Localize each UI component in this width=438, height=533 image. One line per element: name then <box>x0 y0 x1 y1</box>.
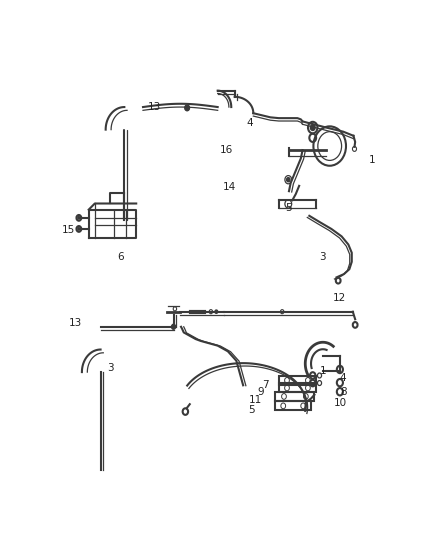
Circle shape <box>185 105 190 111</box>
Text: 11: 11 <box>248 394 261 405</box>
Text: 1: 1 <box>320 366 326 376</box>
Text: 5: 5 <box>286 203 292 213</box>
Text: 7: 7 <box>262 380 268 390</box>
Circle shape <box>78 228 80 230</box>
Text: 8: 8 <box>340 387 346 397</box>
Text: 13: 13 <box>148 102 162 112</box>
Bar <box>279 383 316 392</box>
Text: 6: 6 <box>118 252 124 262</box>
Text: 3: 3 <box>320 252 326 262</box>
Text: 13: 13 <box>68 318 82 327</box>
Text: 15: 15 <box>62 225 75 235</box>
Text: 3: 3 <box>107 362 114 373</box>
Text: 16: 16 <box>219 145 233 155</box>
Bar <box>276 392 314 401</box>
Circle shape <box>286 177 290 182</box>
Text: 5: 5 <box>248 405 255 415</box>
Circle shape <box>311 125 315 131</box>
Circle shape <box>215 310 218 313</box>
Text: 10: 10 <box>333 398 346 408</box>
Text: 12: 12 <box>333 293 346 303</box>
Text: 1: 1 <box>369 156 375 165</box>
Bar <box>279 376 316 385</box>
Text: 14: 14 <box>223 182 236 192</box>
Text: 4: 4 <box>247 118 253 128</box>
Bar <box>276 401 311 410</box>
Circle shape <box>172 324 176 329</box>
Circle shape <box>78 216 80 219</box>
Text: 9: 9 <box>258 387 265 397</box>
Text: 4: 4 <box>339 373 346 383</box>
